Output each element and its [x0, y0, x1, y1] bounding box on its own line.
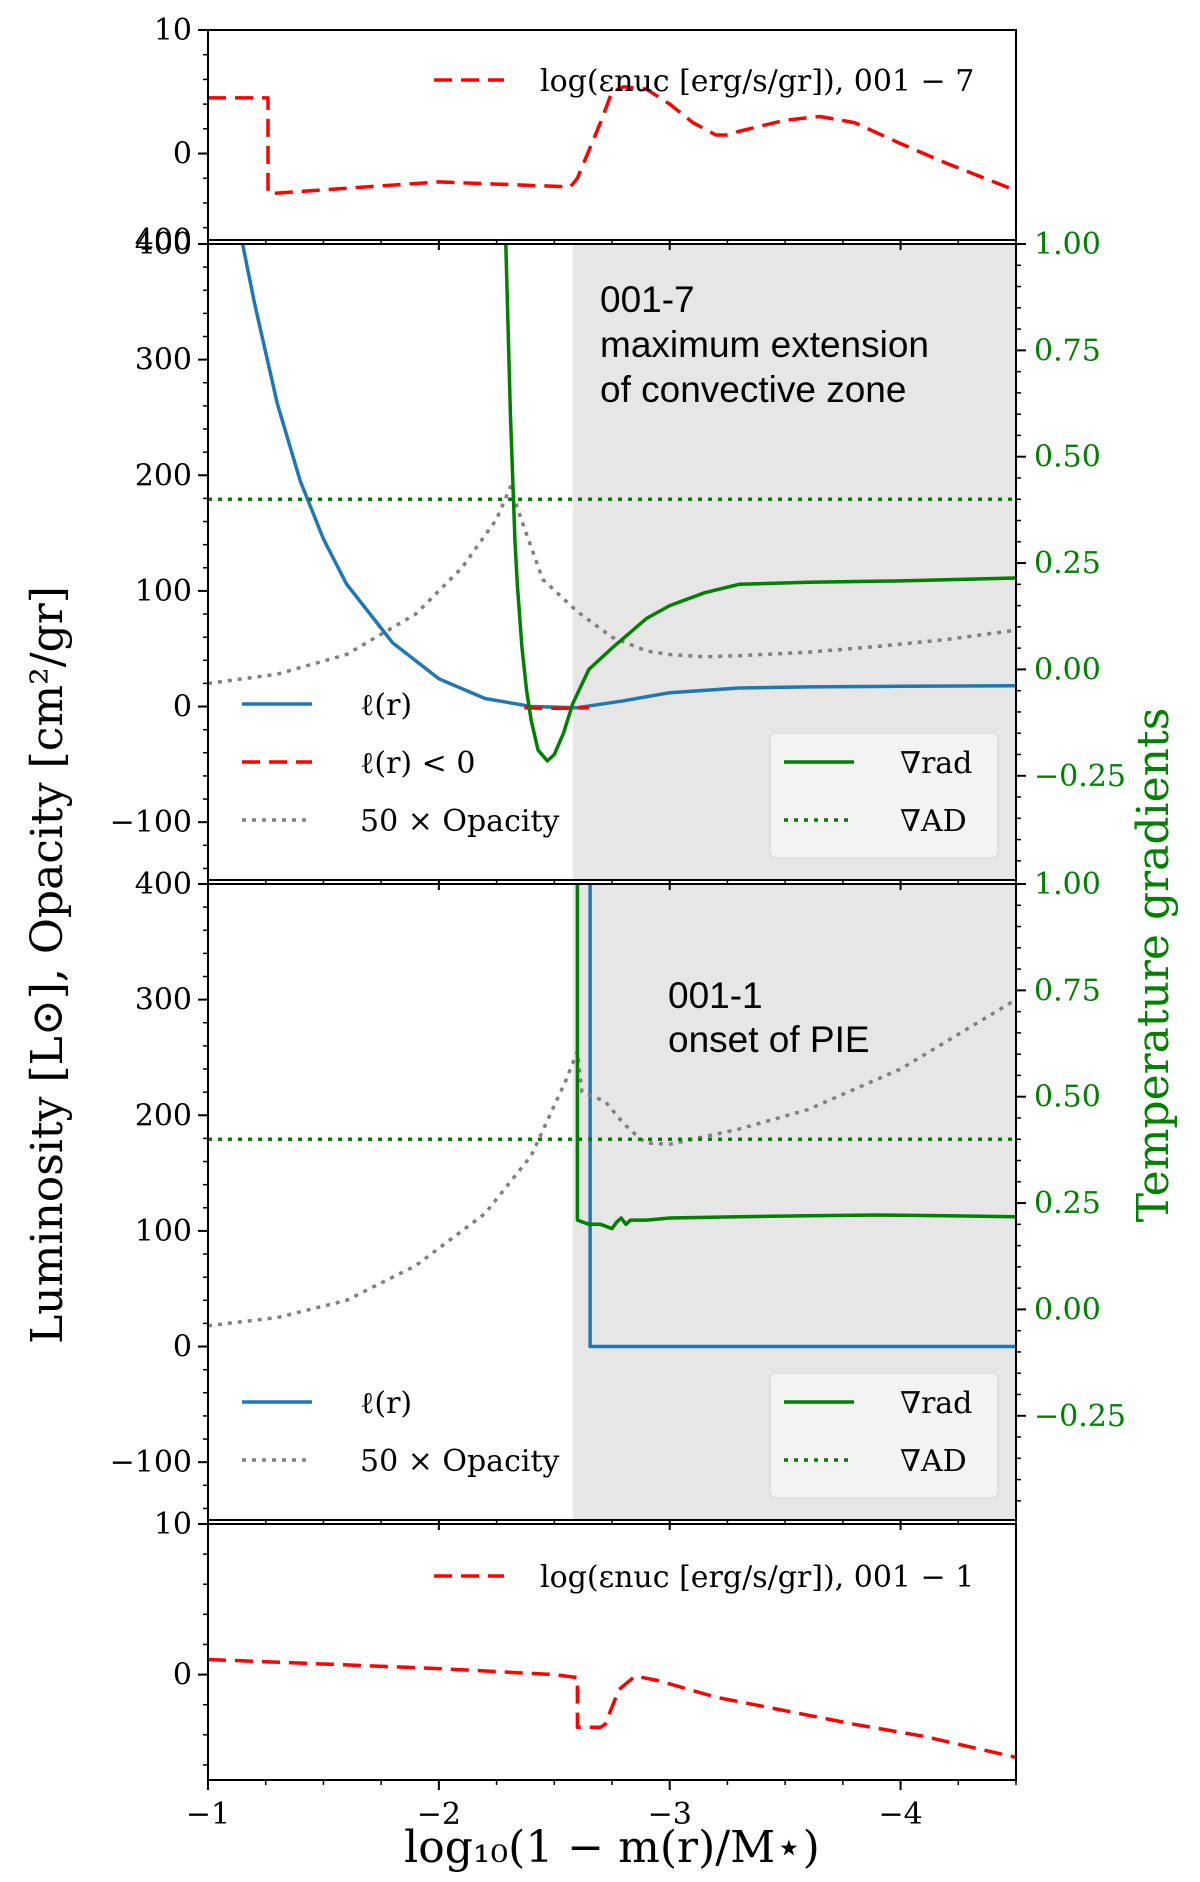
legend-text-lneg-001-7: ℓ(r) < 0: [360, 746, 475, 781]
annotation-001-7-line2: maximum extension: [600, 324, 929, 365]
series-top_eps-0: [208, 85, 1016, 195]
series-mid_001_1-0: [588, 884, 1016, 1349]
rtick-label-mid_001_1-0: −0.25: [1034, 1399, 1126, 1434]
ytick-label-mid_001_1-5: 400: [135, 867, 192, 902]
annotation-001-7-line1: 001-7: [600, 279, 695, 320]
legend-text-opacity-001-7: 50 × Opacity: [360, 804, 560, 839]
xtick-label-2: −3: [648, 1797, 692, 1832]
axis-labels: log₁₀(1 − m(r)/M⋆) Luminosity [L⊙], Opac…: [22, 586, 1179, 1873]
annotation-001-1-line1: 001-1: [668, 975, 763, 1016]
legend-text-eps-001-1: log(εnuc [erg/s/gr]), 001 − 1: [540, 1560, 974, 1595]
ytick-label-top_eps-bottom: 400: [135, 223, 192, 258]
series-mid_001_1-1: [208, 998, 1016, 1328]
rtick-label-mid_001_1-3: 0.50: [1034, 1080, 1101, 1115]
legend-box-right-001-7: [769, 732, 999, 859]
legend-text-nabla-ad-001-1: ∇AD: [900, 1444, 967, 1479]
left-y-axis-label: Luminosity [L⊙], Opacity [cm²/gr]: [22, 586, 73, 1344]
ytick-label-mid_001_1-2: 100: [135, 1214, 192, 1249]
rtick-label-mid_001_1-1: 0.00: [1034, 1292, 1101, 1327]
xtick-label-3: −4: [878, 1797, 922, 1832]
frame-top_eps: [207, 29, 1017, 241]
legend-text-eps-001-7: log(εnuc [erg/s/gr]), 001 − 7: [540, 64, 974, 99]
ytick-label-mid_001_7-4: 300: [135, 343, 192, 378]
ytick-label-mid_001_7-5: 400: [135, 227, 192, 262]
ytick-label-mid_001_7-1: 0: [173, 690, 192, 725]
axis-ticks: 010400−1000100200300400−0.250.000.250.50…: [110, 13, 1126, 1832]
rtick-label-mid_001_1-5: 1.00: [1034, 867, 1101, 902]
series-mid_001_7-1: [524, 705, 589, 711]
rtick-label-mid_001_7-5: 1.00: [1034, 227, 1101, 262]
annotation-001-7-line3: of convective zone: [600, 369, 906, 410]
rtick-label-mid_001_1-4: 0.75: [1034, 973, 1101, 1008]
rtick-label-mid_001_7-2: 0.25: [1034, 546, 1101, 581]
series-mid_001_7-3: [504, 244, 1016, 763]
x-axis-label: log₁₀(1 − m(r)/M⋆): [404, 1822, 820, 1873]
ytick-label-mid_001_7-0: −100: [110, 805, 192, 840]
series-mid_001_7-2: [208, 485, 1016, 686]
rtick-label-mid_001_7-0: −0.25: [1034, 759, 1126, 794]
legend-text-opacity-001-1: 50 × Opacity: [360, 1444, 560, 1479]
legend-text-l-001-1: ℓ(r): [360, 1386, 412, 1421]
legend-text-nabla-rad-001-7: ∇rad: [900, 746, 972, 781]
xtick-label-0: −1: [186, 1797, 230, 1832]
rtick-label-mid_001_1-2: 0.25: [1034, 1186, 1101, 1221]
legend-text-l-001-7: ℓ(r): [360, 688, 412, 723]
ytick-label-top_eps-1: 10: [154, 13, 192, 48]
ytick-label-mid_001_1-3: 200: [135, 1098, 192, 1133]
rtick-label-mid_001_7-4: 0.75: [1034, 333, 1101, 368]
annotation-001-1-line2: onset of PIE: [668, 1019, 870, 1060]
ytick-label-bottom_eps-1: 10: [154, 1507, 192, 1542]
legend-box-right-001-1: [769, 1372, 999, 1499]
series-mid_001_7-0: [240, 244, 1016, 710]
xtick-label-1: −2: [417, 1797, 461, 1832]
annotations: 001-7 maximum extension of convective zo…: [600, 279, 929, 1060]
series-mid_001_1-2: [575, 884, 1016, 1231]
legends: log(εnuc [erg/s/gr]), 001 − 7 ℓ(r) ℓ(r) < …: [242, 64, 999, 1595]
ytick-label-mid_001_7-3: 200: [135, 458, 192, 493]
ytick-label-mid_001_1-1: 0: [173, 1330, 192, 1365]
ytick-label-bottom_eps-0: 0: [173, 1658, 192, 1693]
convective-zone-shading: [572, 244, 1016, 1520]
rtick-label-mid_001_7-1: 0.00: [1034, 652, 1101, 687]
rtick-label-mid_001_7-3: 0.50: [1034, 440, 1101, 475]
ytick-label-top_eps-0: 0: [173, 137, 192, 172]
legend-text-nabla-rad-001-1: ∇rad: [900, 1386, 972, 1421]
right-y-axis-label: Temperature gradients: [1128, 708, 1179, 1223]
data-lines: [208, 85, 1016, 1760]
legend-text-nabla-ad-001-7: ∇AD: [900, 804, 967, 839]
ytick-label-mid_001_1-0: −100: [110, 1445, 192, 1480]
series-bottom_eps-0: [208, 1657, 1016, 1760]
ytick-label-mid_001_7-2: 100: [135, 574, 192, 609]
ytick-label-mid_001_1-4: 300: [135, 983, 192, 1018]
